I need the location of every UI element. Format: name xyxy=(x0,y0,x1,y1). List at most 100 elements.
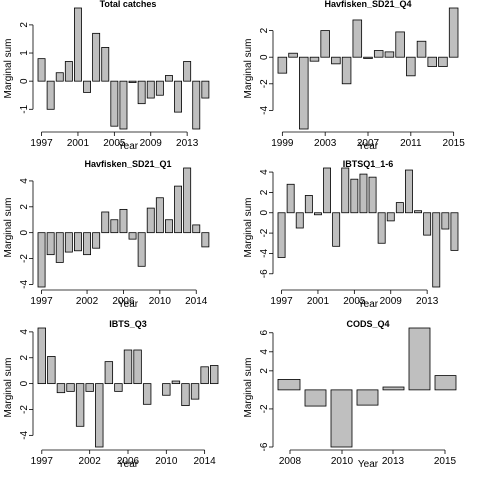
panel-6: CODS_Q4 -6 -2 2 4 6 2008 2010 2013 2015 Year Margin… xyxy=(243,319,457,470)
x-tick-label: 2013 xyxy=(416,296,439,307)
bar xyxy=(110,219,119,234)
bar xyxy=(201,80,210,99)
bar xyxy=(416,40,427,58)
x-tick-label: 2010 xyxy=(155,456,178,467)
bar xyxy=(192,224,201,234)
panel-title: IBTS_Q3 xyxy=(109,319,147,329)
x-tick-label: 2009 xyxy=(380,296,403,307)
bar xyxy=(304,389,327,407)
bar xyxy=(146,80,155,99)
bar xyxy=(46,232,55,256)
bar xyxy=(309,56,320,62)
bar xyxy=(85,383,94,392)
bar xyxy=(155,80,164,96)
bar xyxy=(164,219,173,234)
x-axis-label: Year xyxy=(118,459,139,470)
y-tick-label: 2 xyxy=(259,27,270,33)
y-tick-label: -6 xyxy=(259,442,270,451)
y-tick-label: -2 xyxy=(19,254,30,263)
bar xyxy=(92,32,101,82)
y-tick-label: 2 xyxy=(19,22,30,28)
bar xyxy=(56,383,66,394)
y-axis-label: Marginal sum xyxy=(3,38,14,98)
x-tick-label: 2002 xyxy=(79,456,102,467)
panel-3: Havfisken_SD21_Q1 -4 -2 0 2 4 1997 2002 2006 2010… xyxy=(3,159,210,310)
bar xyxy=(395,31,405,58)
x-tick-label: 2015 xyxy=(443,138,466,149)
bar xyxy=(200,366,209,385)
bar xyxy=(386,212,395,222)
bar xyxy=(423,212,432,236)
bar xyxy=(286,183,295,214)
y-tick-label: 0 xyxy=(259,210,270,216)
y-axis-label: Marginal sum xyxy=(243,197,254,257)
x-axis-label: Year xyxy=(358,459,379,470)
bar xyxy=(432,212,441,288)
bar xyxy=(101,211,110,234)
bar xyxy=(341,167,350,214)
panel-5: IBTS_Q3 -4 -2 0 2 4 1997 2002 2006 2010 2014 Year Ma… xyxy=(3,319,219,470)
panel-title: Havfisken_SD21_Q1 xyxy=(84,159,171,169)
bar xyxy=(277,56,288,74)
bar xyxy=(341,56,352,85)
bar xyxy=(142,383,152,405)
y-axis-label: Marginal sum xyxy=(3,357,14,417)
panel-title: Total catches xyxy=(100,0,157,9)
bar xyxy=(295,212,304,229)
bar xyxy=(123,349,133,385)
y-tick-label: 6 xyxy=(259,330,270,336)
panel-1: Total catches -1 0 1 2 1997 2001 2005 2009 2013 Ye… xyxy=(3,0,210,152)
bar xyxy=(101,46,110,82)
x-tick-label: 2008 xyxy=(279,456,302,467)
bar xyxy=(363,56,373,59)
y-tick-label: 2 xyxy=(19,355,30,361)
y-tick-label: 0 xyxy=(19,78,30,84)
bar xyxy=(46,80,55,110)
bar xyxy=(104,361,114,385)
bar xyxy=(146,207,155,234)
y-tick-label: 2 xyxy=(19,204,30,210)
bar xyxy=(288,52,298,58)
bar xyxy=(373,50,384,58)
bar xyxy=(359,173,368,214)
bar xyxy=(320,30,330,58)
x-tick-label: 2011 xyxy=(400,138,422,149)
bar xyxy=(330,389,353,448)
panel-title: CODS_Q4 xyxy=(346,319,389,329)
y-tick-label: 0 xyxy=(19,229,30,235)
x-tick-label: 2001 xyxy=(67,138,90,149)
bar xyxy=(37,58,46,82)
bar xyxy=(382,386,405,391)
bar xyxy=(55,232,64,263)
bar xyxy=(441,212,450,230)
bar xyxy=(137,232,146,267)
bar xyxy=(164,75,173,82)
bar xyxy=(64,232,73,253)
bar xyxy=(92,232,101,249)
y-tick-label: -2 xyxy=(259,79,270,88)
bar xyxy=(64,61,73,82)
bar xyxy=(414,210,422,214)
bar xyxy=(37,232,46,288)
bar xyxy=(74,232,82,252)
x-tick-label: 1997 xyxy=(31,456,54,467)
y-tick-label: -2 xyxy=(259,404,270,413)
panel-title: Havfisken_SD21_Q4 xyxy=(324,0,411,9)
x-tick-label: 2007 xyxy=(357,138,380,149)
panel-2: Havfisken_SD21_Q4 -4 -2 0 2 1999 2003 2007 2011 2… xyxy=(243,0,465,152)
bar xyxy=(313,212,322,216)
bar xyxy=(75,383,85,427)
bar xyxy=(377,212,386,244)
bar xyxy=(201,232,210,248)
bar xyxy=(395,202,404,214)
bar xyxy=(434,375,457,391)
bar xyxy=(119,208,128,234)
bar xyxy=(404,169,413,214)
bar xyxy=(356,389,379,406)
bar xyxy=(427,56,437,67)
y-tick-label: 2 xyxy=(259,189,270,195)
x-tick-label: 1997 xyxy=(270,296,293,307)
x-tick-label: 2009 xyxy=(140,138,163,149)
bar xyxy=(408,327,431,391)
bar xyxy=(95,383,104,448)
